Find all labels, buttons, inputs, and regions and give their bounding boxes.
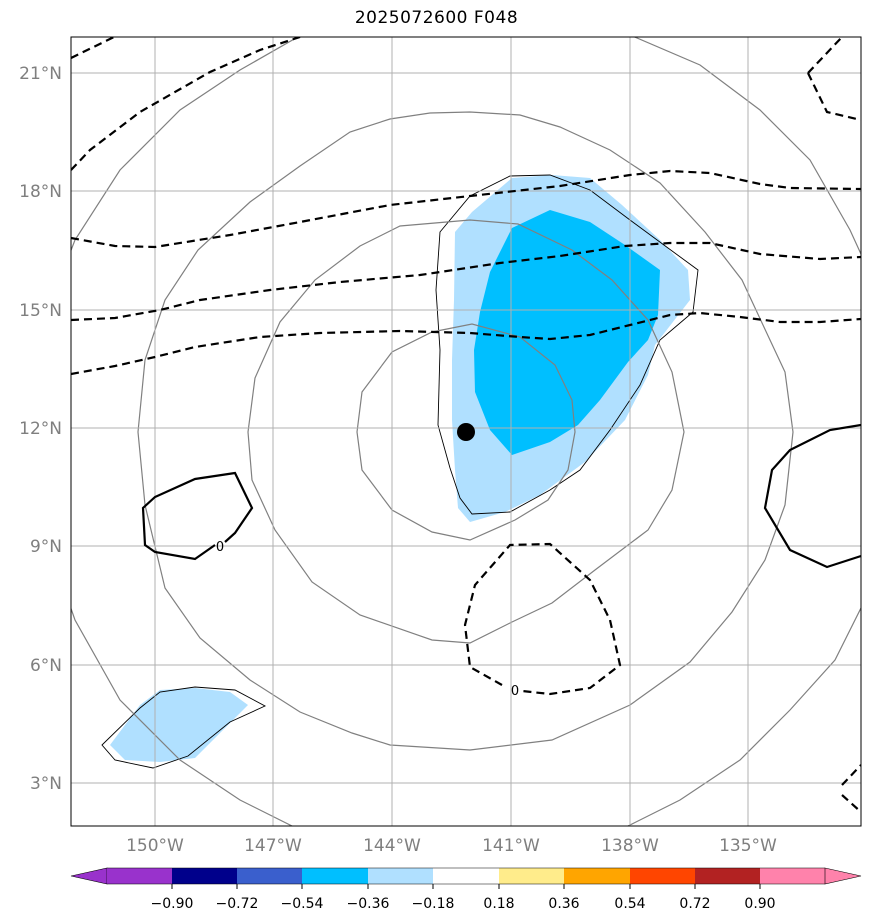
- lat-axis-labels: 21°N 18°N 15°N 12°N 9°N 6°N 3°N: [19, 64, 62, 794]
- lat-label-12: 12°N: [19, 419, 62, 439]
- lat-label-9: 9°N: [30, 537, 62, 557]
- colorbar-segment-3: [237, 868, 302, 884]
- colorbar-tick-4: −0.36: [347, 896, 390, 912]
- colorbar-tick-2: −0.72: [216, 896, 259, 912]
- outline-contour-sw: [101, 686, 267, 769]
- lat-label-3: 3°N: [30, 774, 62, 794]
- colorbar-extend-high: [824, 867, 862, 885]
- colorbar-tick-9: 0.72: [679, 896, 710, 912]
- colorbar-segment-8: [564, 868, 630, 884]
- lon-label-150w: 150°W: [126, 836, 184, 856]
- colorbar-tick-6: 0.18: [483, 896, 514, 912]
- contour-label-s: 0: [511, 684, 519, 699]
- colorbar-extend-low: [70, 867, 108, 885]
- lon-label-147w: 147°W: [244, 836, 302, 856]
- storm-center-marker: [457, 423, 475, 441]
- colorbar-tick-5: −0.18: [412, 896, 455, 912]
- colorbar-tick-10: 0.90: [744, 896, 775, 912]
- colorbar: −0.90 −0.72 −0.54 −0.36 −0.18 0.18 0.36 …: [70, 867, 862, 912]
- shading-light-blue-sw: [110, 688, 248, 762]
- map-frame: [70, 36, 862, 827]
- colorbar-tick-8: 0.54: [614, 896, 645, 912]
- colorbar-segment-11: [760, 868, 825, 884]
- lon-label-138w: 138°W: [601, 836, 659, 856]
- colorbar-tick-3: −0.54: [281, 896, 324, 912]
- colorbar-segment-6: [433, 868, 499, 884]
- dashed-contours: [71, 37, 861, 813]
- colorbar-segment-10: [695, 868, 760, 884]
- colorbar-segment-1: [107, 868, 172, 884]
- outline-contour: [435, 174, 699, 515]
- colorbar-tick-7: 0.36: [548, 896, 579, 912]
- lon-label-135w: 135°W: [719, 836, 777, 856]
- solid-contours: [141, 423, 861, 569]
- colorbar-segment-7: [499, 868, 564, 884]
- shading-deep-sky-blue: [474, 210, 660, 455]
- colorbar-segment-2: [172, 868, 237, 884]
- colorbar-segment-9: [630, 868, 695, 884]
- lat-label-18: 18°N: [19, 182, 62, 202]
- map-title: 2025072600 F048: [354, 8, 519, 28]
- lon-label-144w: 144°W: [363, 836, 421, 856]
- lat-label-6: 6°N: [30, 656, 62, 676]
- lon-label-141w: 141°W: [482, 836, 540, 856]
- colorbar-tick-1: −0.90: [151, 896, 194, 912]
- colorbar-segment-5: [368, 868, 433, 884]
- colorbar-segment-4: [302, 868, 368, 884]
- lat-label-15: 15°N: [19, 301, 62, 321]
- lon-axis-labels: 150°W 147°W 144°W 141°W 138°W 135°W: [126, 836, 777, 856]
- lat-label-21: 21°N: [19, 64, 62, 84]
- contour-label-sw: 0: [216, 540, 224, 555]
